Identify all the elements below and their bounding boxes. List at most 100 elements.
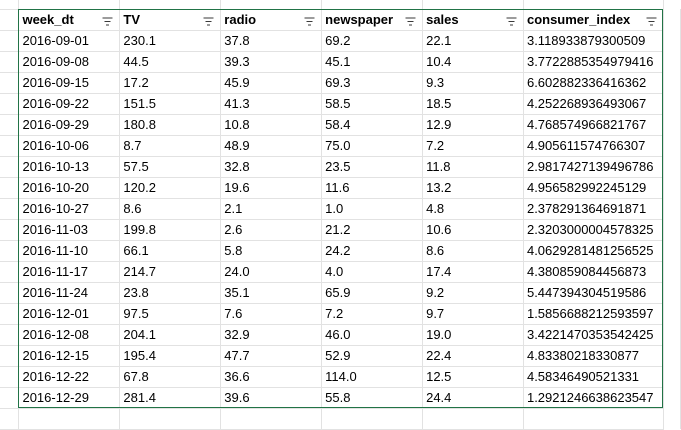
cell-sales[interactable]: 9.3 xyxy=(422,72,524,94)
cell-week-dt[interactable]: 2016-09-01 xyxy=(18,30,121,52)
empty-cell[interactable] xyxy=(663,0,680,9)
empty-cell[interactable] xyxy=(663,345,681,366)
cell-sales[interactable]: 17.4 xyxy=(422,261,524,283)
cell-tv[interactable]: 8.7 xyxy=(119,135,222,157)
cell-radio[interactable]: 39.6 xyxy=(220,387,323,409)
cell-radio[interactable]: 5.8 xyxy=(220,240,323,262)
cell-sales[interactable]: 4.8 xyxy=(422,198,524,220)
cell-radio[interactable]: 2.6 xyxy=(220,219,323,241)
cell-newspaper[interactable]: 58.4 xyxy=(321,114,424,136)
empty-cell[interactable] xyxy=(663,303,681,324)
empty-cell[interactable] xyxy=(0,408,20,430)
column-header-tv[interactable]: TV xyxy=(119,9,222,31)
cell-radio[interactable]: 39.3 xyxy=(220,51,323,73)
filter-button[interactable] xyxy=(203,15,214,25)
cell-radio[interactable]: 2.1 xyxy=(220,198,323,220)
cell-consumer-index[interactable]: 1.2921246638623547 xyxy=(523,387,664,409)
empty-cell[interactable] xyxy=(663,219,681,240)
cell-newspaper[interactable]: 45.1 xyxy=(321,51,424,73)
filter-button[interactable] xyxy=(405,15,416,25)
cell-tv[interactable]: 204.1 xyxy=(119,324,222,346)
empty-cell[interactable] xyxy=(119,408,222,430)
empty-cell[interactable] xyxy=(0,72,20,94)
cell-sales[interactable]: 8.6 xyxy=(422,240,524,262)
cell-consumer-index[interactable]: 3.7722885354979416 xyxy=(523,51,664,73)
cell-radio[interactable]: 45.9 xyxy=(220,72,323,94)
empty-cell[interactable] xyxy=(422,0,524,10)
cell-tv[interactable]: 97.5 xyxy=(119,303,222,325)
empty-cell[interactable] xyxy=(0,30,20,52)
cell-tv[interactable]: 230.1 xyxy=(119,30,222,52)
empty-cell[interactable] xyxy=(663,51,681,72)
cell-tv[interactable]: 67.8 xyxy=(119,366,222,388)
cell-sales[interactable]: 24.4 xyxy=(422,387,524,409)
cell-consumer-index[interactable]: 5.447394304519586 xyxy=(523,282,664,304)
cell-newspaper[interactable]: 4.0 xyxy=(321,261,424,283)
cell-sales[interactable]: 9.7 xyxy=(422,303,524,325)
empty-cell[interactable] xyxy=(663,30,681,51)
empty-cell[interactable] xyxy=(663,135,681,156)
empty-cell[interactable] xyxy=(663,177,681,198)
cell-consumer-index[interactable]: 3.4221470353542425 xyxy=(523,324,664,346)
empty-cell[interactable] xyxy=(663,9,681,30)
cell-week-dt[interactable]: 2016-09-22 xyxy=(18,93,121,115)
empty-cell[interactable] xyxy=(523,0,664,10)
empty-cell[interactable] xyxy=(220,0,323,10)
cell-week-dt[interactable]: 2016-09-29 xyxy=(18,114,121,136)
empty-cell[interactable] xyxy=(0,198,20,220)
cell-week-dt[interactable]: 2016-12-15 xyxy=(18,345,121,367)
cell-newspaper[interactable]: 24.2 xyxy=(321,240,424,262)
cell-week-dt[interactable]: 2016-11-03 xyxy=(18,219,121,241)
empty-cell[interactable] xyxy=(0,0,20,10)
cell-consumer-index[interactable]: 1.5856688212593597 xyxy=(523,303,664,325)
empty-cell[interactable] xyxy=(321,0,424,10)
cell-sales[interactable]: 13.2 xyxy=(422,177,524,199)
empty-cell[interactable] xyxy=(220,408,323,430)
cell-week-dt[interactable]: 2016-11-10 xyxy=(18,240,121,262)
cell-consumer-index[interactable]: 4.380859084456873 xyxy=(523,261,664,283)
cell-week-dt[interactable]: 2016-09-08 xyxy=(18,51,121,73)
cell-sales[interactable]: 9.2 xyxy=(422,282,524,304)
cell-radio[interactable]: 36.6 xyxy=(220,366,323,388)
cell-consumer-index[interactable]: 4.58346490521331 xyxy=(523,366,664,388)
empty-cell[interactable] xyxy=(0,219,20,241)
cell-consumer-index[interactable]: 4.83380218330877 xyxy=(523,345,664,367)
cell-radio[interactable]: 47.7 xyxy=(220,345,323,367)
empty-cell[interactable] xyxy=(422,408,524,430)
cell-sales[interactable]: 22.1 xyxy=(422,30,524,52)
cell-newspaper[interactable]: 69.2 xyxy=(321,30,424,52)
cell-sales[interactable]: 19.0 xyxy=(422,324,524,346)
cell-sales[interactable]: 10.6 xyxy=(422,219,524,241)
empty-cell[interactable] xyxy=(18,408,121,430)
empty-cell[interactable] xyxy=(0,240,20,262)
cell-consumer-index[interactable]: 2.3203000004578325 xyxy=(523,219,664,241)
cell-radio[interactable]: 19.6 xyxy=(220,177,323,199)
empty-cell[interactable] xyxy=(0,261,20,283)
cell-week-dt[interactable]: 2016-12-22 xyxy=(18,366,121,388)
cell-sales[interactable]: 18.5 xyxy=(422,93,524,115)
cell-week-dt[interactable]: 2016-12-01 xyxy=(18,303,121,325)
empty-cell[interactable] xyxy=(0,387,20,409)
cell-week-dt[interactable]: 2016-12-29 xyxy=(18,387,121,409)
cell-radio[interactable]: 24.0 xyxy=(220,261,323,283)
cell-consumer-index[interactable]: 3.118933879300509 xyxy=(523,30,664,52)
empty-cell[interactable] xyxy=(0,93,20,115)
empty-cell[interactable] xyxy=(0,135,20,157)
cell-week-dt[interactable]: 2016-10-20 xyxy=(18,177,121,199)
cell-radio[interactable]: 37.8 xyxy=(220,30,323,52)
empty-cell[interactable] xyxy=(0,345,20,367)
cell-tv[interactable]: 17.2 xyxy=(119,72,222,94)
cell-week-dt[interactable]: 2016-12-08 xyxy=(18,324,121,346)
cell-tv[interactable]: 195.4 xyxy=(119,345,222,367)
cell-radio[interactable]: 32.8 xyxy=(220,156,323,178)
column-header-week-dt[interactable]: week_dt xyxy=(18,9,121,31)
cell-radio[interactable]: 10.8 xyxy=(220,114,323,136)
cell-newspaper[interactable]: 21.2 xyxy=(321,219,424,241)
filter-button[interactable] xyxy=(506,15,517,25)
cell-tv[interactable]: 66.1 xyxy=(119,240,222,262)
cell-newspaper[interactable]: 65.9 xyxy=(321,282,424,304)
empty-cell[interactable] xyxy=(321,408,424,430)
cell-tv[interactable]: 44.5 xyxy=(119,51,222,73)
empty-cell[interactable] xyxy=(119,0,222,10)
empty-cell[interactable] xyxy=(663,198,681,219)
